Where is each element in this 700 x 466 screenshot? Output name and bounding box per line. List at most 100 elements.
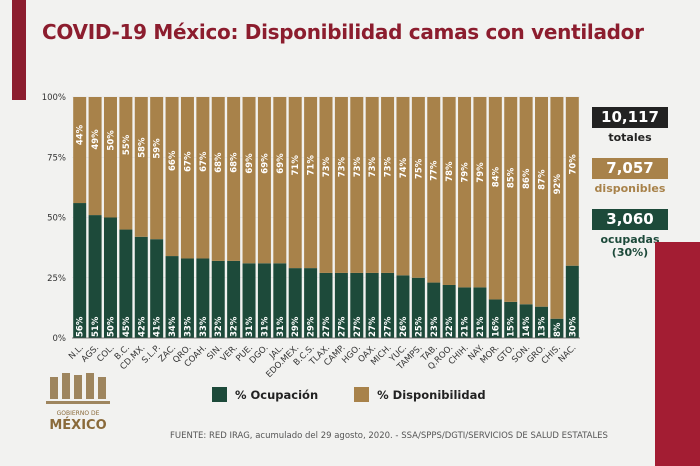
data-label-ocupacion: 25%: [414, 316, 424, 337]
legend-ocupacion: % Ocupación: [212, 387, 318, 402]
data-label-disponibilidad: 49%: [91, 129, 101, 150]
data-label-ocupacion: 27%: [353, 316, 363, 337]
data-label-ocupacion: 23%: [430, 316, 440, 337]
bar-ocupacion: [504, 301, 518, 338]
legend-label: % Ocupación: [235, 387, 319, 402]
data-label-ocupacion: 41%: [153, 316, 163, 337]
data-label-ocupacion: 29%: [291, 316, 301, 337]
occupied-beds-pct: (30%): [611, 246, 649, 259]
bar-disponibilidad: [103, 97, 117, 218]
bar-ocupacion: [273, 263, 287, 338]
data-label-ocupacion: 15%: [507, 316, 517, 337]
data-label-disponibilidad: 84%: [491, 166, 501, 187]
data-label-disponibilidad: 68%: [230, 152, 240, 173]
y-tick-label: 100%: [42, 93, 66, 103]
bar-ocupacion: [427, 282, 441, 338]
bar-ocupacion: [319, 272, 333, 338]
data-label-disponibilidad: 67%: [183, 151, 193, 172]
government-logo: GOBIERNO DE MÉXICO: [46, 373, 110, 433]
bar-disponibilidad: [411, 97, 425, 278]
data-label-ocupacion: 27%: [337, 316, 347, 337]
data-label-ocupacion: 16%: [491, 316, 501, 337]
data-label-disponibilidad: 73%: [337, 156, 347, 177]
bar-ocupacion: [550, 318, 564, 338]
available-beds-value: 7,057: [592, 158, 668, 179]
bar-disponibilidad: [88, 97, 102, 216]
data-label-ocupacion: 32%: [214, 316, 224, 337]
bar-disponibilidad: [273, 97, 287, 264]
bar-ocupacion: [211, 260, 225, 338]
data-label-disponibilidad: 55%: [122, 134, 132, 155]
data-label-ocupacion: 32%: [230, 316, 240, 337]
data-label-ocupacion: 33%: [199, 316, 209, 337]
data-label-disponibilidad: 69%: [276, 153, 286, 174]
data-label-ocupacion: 34%: [168, 316, 178, 337]
red-panel-decoration: [655, 242, 700, 466]
data-label-disponibilidad: 44%: [76, 124, 86, 145]
y-tick-label: 0%: [53, 334, 67, 344]
data-label-ocupacion: 50%: [106, 316, 116, 337]
available-beds-label: disponibles: [594, 182, 666, 195]
bar-disponibilidad: [257, 97, 271, 264]
bar-disponibilidad: [488, 97, 502, 300]
data-label-ocupacion: 56%: [76, 316, 86, 337]
bar-ocupacion: [257, 263, 271, 338]
data-label-ocupacion: 27%: [322, 316, 332, 337]
bar-disponibilidad: [304, 97, 318, 269]
bar-disponibilidad: [211, 97, 225, 261]
data-label-ocupacion: 26%: [399, 316, 409, 337]
data-label-ocupacion: 14%: [522, 316, 532, 337]
bar-disponibilidad: [504, 97, 518, 302]
occupied-beds-label: ocupadas: [600, 233, 660, 246]
data-label-disponibilidad: 73%: [322, 156, 332, 177]
data-label-ocupacion: 8%: [553, 322, 563, 337]
bar-ocupacion: [73, 203, 87, 338]
bar-disponibilidad: [458, 97, 472, 288]
data-label-disponibilidad: 67%: [199, 151, 209, 172]
data-label-disponibilidad: 86%: [522, 168, 532, 189]
data-label-disponibilidad: 73%: [384, 156, 394, 177]
bar-ocupacion: [304, 268, 318, 338]
data-label-disponibilidad: 79%: [476, 162, 486, 183]
bar-ocupacion: [88, 215, 102, 338]
bar-disponibilidad: [165, 97, 179, 257]
bar-disponibilidad: [396, 97, 410, 276]
data-label-ocupacion: 21%: [476, 316, 486, 337]
data-label-disponibilidad: 85%: [507, 167, 517, 188]
data-label-disponibilidad: 69%: [260, 153, 270, 174]
bar-ocupacion: [381, 272, 395, 338]
bar-ocupacion: [242, 263, 256, 338]
bar-disponibilidad: [196, 97, 210, 259]
svg-text:MÉXICO: MÉXICO: [49, 417, 106, 433]
bar-ocupacion: [227, 260, 241, 338]
bar-disponibilidad: [519, 97, 533, 305]
bar-ocupacion: [535, 306, 549, 338]
y-tick-label: 75%: [47, 153, 66, 163]
data-label-disponibilidad: 66%: [168, 150, 178, 171]
data-label-disponibilidad: 74%: [399, 157, 409, 178]
bar-ocupacion: [350, 272, 364, 338]
data-label-ocupacion: 33%: [183, 316, 193, 337]
bar-disponibilidad: [119, 97, 133, 230]
bar-ocupacion: [365, 272, 379, 338]
bar-disponibilidad: [535, 97, 549, 307]
bar-disponibilidad: [381, 97, 395, 273]
data-label-disponibilidad: 78%: [445, 161, 455, 182]
bar-disponibilidad: [134, 97, 148, 237]
total-beds-label: totales: [608, 131, 652, 144]
data-label-disponibilidad: 71%: [291, 155, 301, 176]
bar-ocupacion: [519, 304, 533, 338]
source-footnote: FUENTE: RED IRAG, acumulado del 29 agost…: [170, 431, 608, 441]
red-tab-decoration: [12, 0, 26, 100]
svg-text:GOBIERNO DE: GOBIERNO DE: [57, 410, 100, 417]
data-label-ocupacion: 31%: [245, 316, 255, 337]
bar-disponibilidad: [427, 97, 441, 283]
bar-ocupacion: [134, 236, 148, 338]
data-label-ocupacion: 42%: [137, 316, 147, 337]
data-label-disponibilidad: 92%: [553, 174, 563, 195]
data-label-ocupacion: 13%: [538, 316, 548, 337]
data-label-ocupacion: 21%: [461, 316, 471, 337]
data-label-disponibilidad: 79%: [461, 162, 471, 183]
y-tick-label: 25%: [47, 274, 66, 284]
legend-swatch: [354, 387, 370, 402]
